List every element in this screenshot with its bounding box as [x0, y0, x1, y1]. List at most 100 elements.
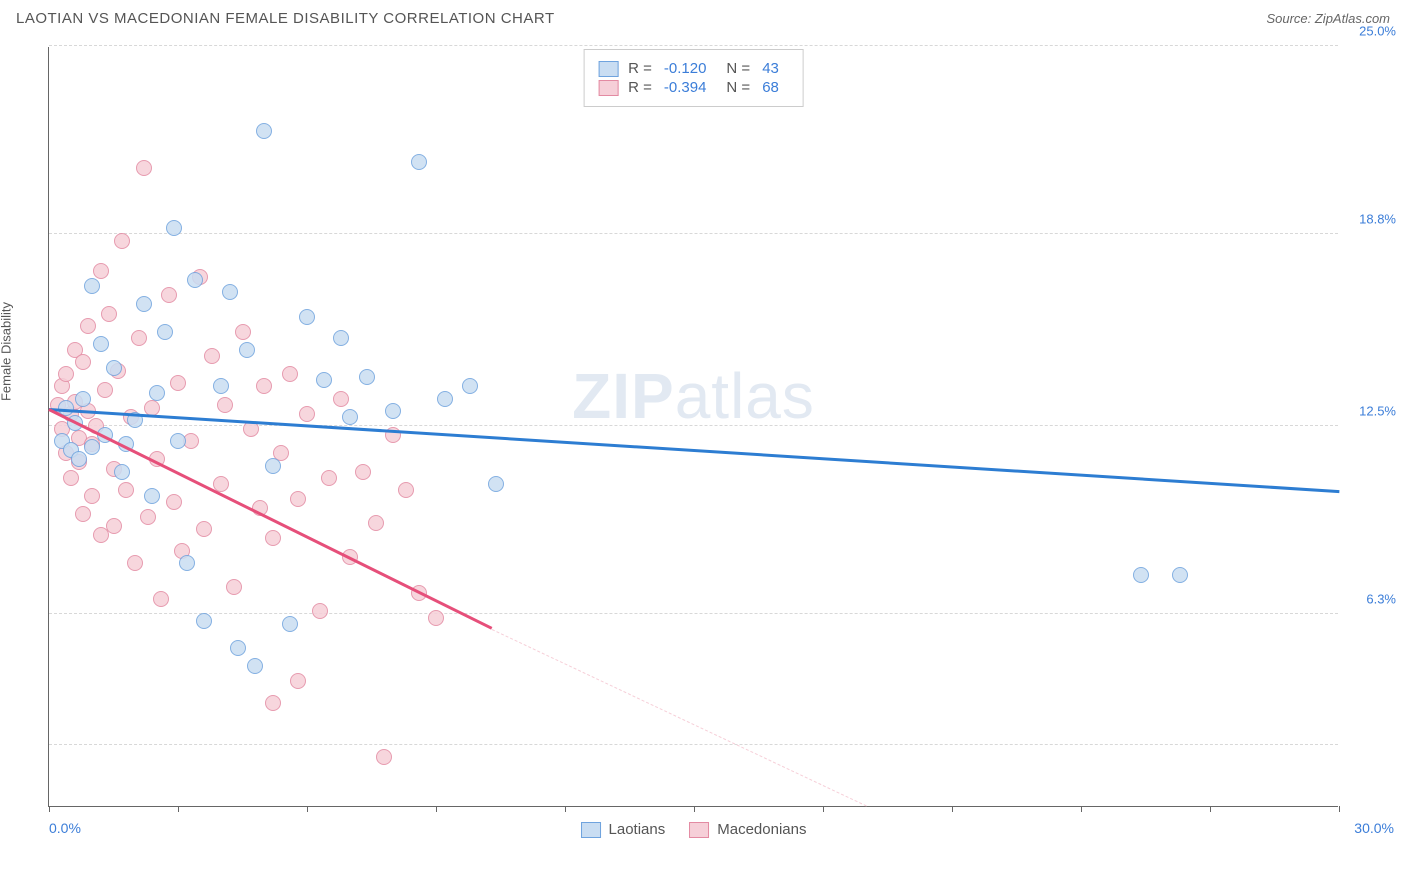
- watermark: ZIPatlas: [572, 359, 815, 433]
- scatter-point-macedonians: [282, 366, 298, 382]
- gridline: [49, 425, 1338, 426]
- legend-r-value: -0.120: [664, 60, 707, 77]
- scatter-point-laotians: [84, 278, 100, 294]
- legend-label: Macedonians: [717, 821, 806, 838]
- scatter-point-macedonians: [114, 233, 130, 249]
- scatter-point-laotians: [179, 555, 195, 571]
- scatter-point-macedonians: [256, 378, 272, 394]
- scatter-point-macedonians: [97, 382, 113, 398]
- scatter-point-laotians: [316, 372, 332, 388]
- scatter-point-macedonians: [127, 555, 143, 571]
- series-legend: Laotians Macedonians: [581, 821, 807, 838]
- scatter-point-laotians: [170, 433, 186, 449]
- scatter-point-laotians: [84, 439, 100, 455]
- ytick-label: 12.5%: [1346, 404, 1396, 419]
- scatter-point-laotians: [213, 378, 229, 394]
- scatter-point-laotians: [230, 640, 246, 656]
- scatter-point-macedonians: [101, 306, 117, 322]
- correlation-legend: R =-0.120N =43R =-0.394N =68: [583, 49, 804, 107]
- scatter-point-laotians: [342, 409, 358, 425]
- scatter-point-macedonians: [204, 348, 220, 364]
- scatter-point-laotians: [166, 220, 182, 236]
- ytick-label: 6.3%: [1346, 592, 1396, 607]
- scatter-point-macedonians: [80, 318, 96, 334]
- scatter-point-macedonians: [196, 521, 212, 537]
- scatter-point-macedonians: [265, 695, 281, 711]
- scatter-point-laotians: [359, 369, 375, 385]
- scatter-point-laotians: [187, 272, 203, 288]
- gridline: [49, 233, 1338, 234]
- xtick: [565, 806, 566, 812]
- chart-title: LAOTIAN VS MACEDONIAN FEMALE DISABILITY …: [16, 10, 555, 27]
- legend-swatch: [598, 80, 618, 96]
- scatter-point-macedonians: [84, 488, 100, 504]
- ytick-label: 25.0%: [1346, 24, 1396, 39]
- xtick: [1081, 806, 1082, 812]
- scatter-point-laotians: [1172, 567, 1188, 583]
- xtick: [952, 806, 953, 812]
- scatter-point-macedonians: [398, 482, 414, 498]
- watermark-a: ZIP: [572, 360, 675, 432]
- scatter-point-macedonians: [75, 354, 91, 370]
- scatter-point-laotians: [71, 451, 87, 467]
- scatter-point-laotians: [136, 296, 152, 312]
- scatter-point-macedonians: [131, 330, 147, 346]
- scatter-point-macedonians: [376, 749, 392, 765]
- legend-r-value: -0.394: [664, 79, 707, 96]
- scatter-point-macedonians: [161, 287, 177, 303]
- scatter-point-macedonians: [136, 160, 152, 176]
- xtick: [694, 806, 695, 812]
- legend-n-value: 68: [762, 79, 779, 96]
- scatter-point-macedonians: [58, 366, 74, 382]
- scatter-point-laotians: [93, 336, 109, 352]
- xtick: [823, 806, 824, 812]
- scatter-point-macedonians: [290, 673, 306, 689]
- scatter-point-laotians: [157, 324, 173, 340]
- gridline: [49, 613, 1338, 614]
- plot-area: ZIPatlas R =-0.120N =43R =-0.394N =68 La…: [48, 47, 1338, 807]
- scatter-point-macedonians: [166, 494, 182, 510]
- legend-r-label: R =: [628, 79, 652, 96]
- legend-item-macedonians: Macedonians: [689, 821, 806, 838]
- xtick: [1339, 806, 1340, 812]
- scatter-point-laotians: [106, 360, 122, 376]
- scatter-point-macedonians: [63, 470, 79, 486]
- scatter-point-macedonians: [355, 464, 371, 480]
- gridline: [49, 744, 1338, 745]
- scatter-point-laotians: [299, 309, 315, 325]
- scatter-point-laotians: [144, 488, 160, 504]
- scatter-point-macedonians: [312, 603, 328, 619]
- scatter-point-macedonians: [235, 324, 251, 340]
- xaxis-end-label: 30.0%: [1354, 820, 1394, 836]
- scatter-point-macedonians: [226, 579, 242, 595]
- xtick: [307, 806, 308, 812]
- scatter-point-macedonians: [428, 610, 444, 626]
- y-axis-label: Female Disability: [0, 302, 14, 401]
- scatter-point-laotians: [437, 391, 453, 407]
- gridline: [49, 45, 1338, 46]
- legend-swatch: [689, 822, 709, 838]
- watermark-b: atlas: [675, 360, 815, 432]
- regression-line: [492, 629, 867, 806]
- xtick: [178, 806, 179, 812]
- xtick: [436, 806, 437, 812]
- legend-n-label: N =: [726, 60, 750, 77]
- scatter-point-laotians: [114, 464, 130, 480]
- scatter-point-laotians: [265, 458, 281, 474]
- scatter-point-laotians: [75, 391, 91, 407]
- xtick: [1210, 806, 1211, 812]
- scatter-point-laotians: [247, 658, 263, 674]
- scatter-point-macedonians: [75, 506, 91, 522]
- scatter-point-macedonians: [290, 491, 306, 507]
- scatter-point-macedonians: [299, 406, 315, 422]
- legend-label: Laotians: [609, 821, 666, 838]
- scatter-point-laotians: [385, 403, 401, 419]
- scatter-point-laotians: [256, 123, 272, 139]
- scatter-point-macedonians: [118, 482, 134, 498]
- scatter-point-laotians: [1133, 567, 1149, 583]
- xtick: [49, 806, 50, 812]
- legend-r-label: R =: [628, 60, 652, 77]
- scatter-point-laotians: [333, 330, 349, 346]
- scatter-point-laotians: [282, 616, 298, 632]
- scatter-point-macedonians: [265, 530, 281, 546]
